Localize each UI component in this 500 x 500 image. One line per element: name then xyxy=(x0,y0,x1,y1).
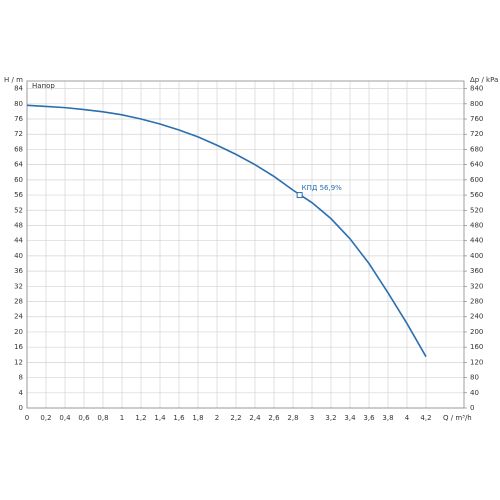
y-tick-label: 56 xyxy=(14,191,23,199)
x-tick-label: 4 xyxy=(405,414,410,422)
y2-tick-label: 720 xyxy=(470,130,483,138)
y-tick-label: 36 xyxy=(14,267,23,275)
y-tick-label: 8 xyxy=(19,374,23,382)
y2-tick-label: 480 xyxy=(470,221,483,229)
x-tick-label: 3,4 xyxy=(344,414,356,422)
y2-tick-label: 400 xyxy=(470,252,483,260)
y-tick-label: 12 xyxy=(14,358,23,366)
y2-tick-label: 240 xyxy=(470,313,483,321)
y2-tick-label: 0 xyxy=(470,404,474,412)
y-tick-label: 80 xyxy=(14,100,23,108)
curve xyxy=(26,104,427,358)
series-label: Напор xyxy=(32,82,55,90)
x-tick-label: 3 xyxy=(310,414,314,422)
plot-frame xyxy=(26,80,465,409)
x-axis-label: Q / m³/h xyxy=(443,414,472,422)
y2-tick-label: 560 xyxy=(470,191,483,199)
y2-tick-label: 80 xyxy=(470,374,479,382)
x-tick-label: 3,2 xyxy=(325,414,336,422)
y-tick-label: 52 xyxy=(14,206,23,214)
y2-tick-label: 840 xyxy=(470,85,483,93)
y2-tick-label: 800 xyxy=(470,100,483,108)
x-tick-label: 4,2 xyxy=(420,414,431,422)
y-tick-label: 44 xyxy=(14,237,23,245)
x-tick-label: 2,2 xyxy=(230,414,241,422)
y2-tick-label: 280 xyxy=(470,298,483,306)
y2-tick-label: 200 xyxy=(470,328,483,336)
y2-tick-label: 640 xyxy=(470,161,483,169)
y2-tick-label: 760 xyxy=(470,115,483,123)
x-tick-label: 1,8 xyxy=(192,414,203,422)
y-tick-label: 48 xyxy=(14,221,23,229)
y-tick-label: 76 xyxy=(14,115,23,123)
y-tick-label: 16 xyxy=(14,343,23,351)
y2-tick-label: 360 xyxy=(470,267,483,275)
y2-tick-label: 40 xyxy=(470,389,479,397)
x-tick-label: 3,6 xyxy=(363,414,375,422)
x-tick-label: 2 xyxy=(215,414,219,422)
marker-label: КПД 56,9% xyxy=(302,184,343,192)
y2-tick-label: 600 xyxy=(470,176,483,184)
x-tick-label: 0,2 xyxy=(40,414,51,422)
y-tick-label: 84 xyxy=(14,85,23,93)
y-tick-label: 32 xyxy=(14,282,23,290)
x-tick-label: 1,6 xyxy=(173,414,185,422)
y-tick-label: 28 xyxy=(14,298,23,306)
y-tick-label: 40 xyxy=(14,252,23,260)
y2-axis-label: Δp / kPa xyxy=(470,76,498,84)
x-tick-label: 1,2 xyxy=(135,414,146,422)
x-tick-label: 2,6 xyxy=(268,414,280,422)
x-tick-label: 2,8 xyxy=(287,414,298,422)
y-tick-label: 60 xyxy=(14,176,23,184)
y2-tick-label: 120 xyxy=(470,358,483,366)
x-tick-label: 0,6 xyxy=(78,414,90,422)
y-tick-label: 72 xyxy=(14,130,23,138)
x-tick-label: 0,4 xyxy=(59,414,71,422)
y-axis-label: H / m xyxy=(4,76,23,84)
y2-tick-label: 440 xyxy=(470,237,483,245)
y-tick-label: 64 xyxy=(14,161,23,169)
x-tick-label: 3,8 xyxy=(382,414,393,422)
x-tick-label: 0 xyxy=(25,414,29,422)
y-tick-label: 20 xyxy=(14,328,23,336)
x-tick-label: 0,8 xyxy=(97,414,108,422)
y2-tick-label: 520 xyxy=(470,206,483,214)
y-tick-label: 24 xyxy=(14,313,23,321)
y2-tick-label: 320 xyxy=(470,282,483,290)
y2-tick-label: 680 xyxy=(470,145,483,153)
x-tick-label: 1 xyxy=(120,414,124,422)
y-tick-label: 68 xyxy=(14,145,23,153)
y-tick-label: 4 xyxy=(19,389,24,397)
y-tick-label: 0 xyxy=(19,404,23,412)
operating-point xyxy=(296,192,303,199)
y2-tick-label: 160 xyxy=(470,343,483,351)
x-tick-label: 1,4 xyxy=(154,414,166,422)
x-tick-label: 2,4 xyxy=(249,414,261,422)
